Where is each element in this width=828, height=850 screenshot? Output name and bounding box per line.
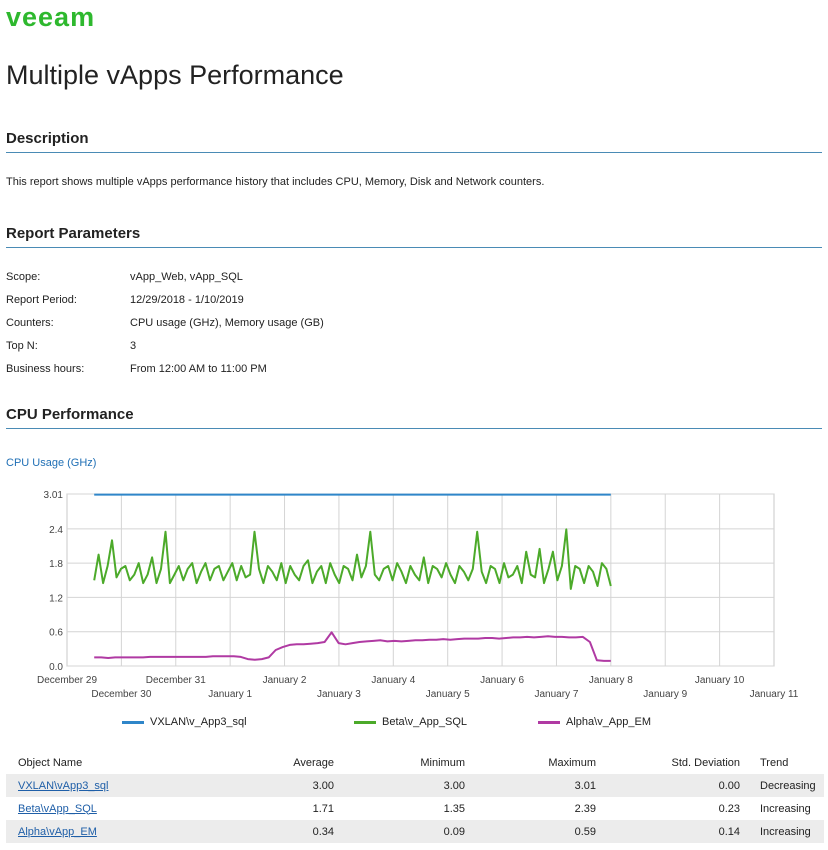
average-cell: 3.00 [226, 774, 342, 797]
maximum-cell: 3.01 [473, 774, 604, 797]
legend-swatch [538, 720, 560, 724]
object-link[interactable]: VXLAN\vApp3_sql [18, 779, 109, 792]
chart-title: CPU Usage (GHz) [6, 457, 97, 469]
column-header: Std. Deviation [671, 757, 740, 769]
table-header-row: Object Name Average Minimum Maximum Std.… [6, 752, 824, 774]
legend-swatch [122, 720, 144, 724]
veeam-logo: veeam [6, 2, 96, 32]
column-header: Maximum [548, 757, 596, 769]
object-name-cell: VXLAN\vApp3_sql [6, 774, 226, 797]
x-tick-label: January 11 [750, 689, 799, 700]
column-header: Trend [760, 757, 789, 769]
y-tick-label: 1.8 [49, 559, 63, 570]
object-link[interactable]: Beta\vApp_SQL [18, 802, 97, 815]
cpu-stats-table: Object Name Average Minimum Maximum Std.… [6, 752, 824, 843]
y-tick-label: 0.6 [49, 628, 63, 639]
x-tick-label: December 29 [37, 675, 97, 686]
legend-item-alpha: Alpha\v_App_EM [538, 716, 651, 728]
cpu-usage-chart: 3.01 2.4 1.8 1.2 0.6 0.0 December 29 December 3… [37, 490, 799, 700]
trend-cell: Decreasing [748, 774, 824, 797]
param-label: Report Period: [6, 294, 77, 306]
average-cell: 1.71 [312, 802, 334, 815]
average-cell: 0.34 [226, 820, 342, 843]
legend-label: Beta\v_App_SQL [382, 716, 468, 728]
param-value: vApp_Web, vApp_SQL [130, 271, 243, 283]
object-name-cell: Alpha\vApp_EM [6, 820, 226, 843]
param-value: 3 [130, 340, 137, 352]
table-row: Alpha\vApp_EM 0.34 0.09 0.59 0.14 Increa… [6, 820, 824, 843]
report-parameters-heading: Report Parameters [6, 225, 822, 248]
object-link[interactable]: Alpha\vApp_EM [18, 825, 97, 838]
minimum-cell: 0.09 [342, 820, 473, 843]
maximum-cell: 2.39 [574, 802, 596, 815]
x-tick-label: January 9 [643, 689, 687, 700]
param-label: Top N: [6, 340, 38, 352]
param-label: Scope: [6, 271, 41, 283]
param-value: CPU usage (GHz), Memory usage (GB) [130, 317, 324, 329]
object-name-cell: Beta\vApp_SQL [6, 797, 226, 820]
param-label: Counters: [6, 317, 54, 329]
std-cell: 0.00 [604, 774, 748, 797]
x-tick-label: January 6 [480, 675, 524, 686]
legend-item-beta: Beta\v_App_SQL [354, 716, 467, 728]
x-tick-label: December 31 [146, 675, 206, 686]
minimum-cell: 1.35 [443, 802, 465, 815]
description-text: This report shows multiple vApps perform… [6, 176, 545, 188]
maximum-cell: 0.59 [473, 820, 604, 843]
param-value: From 12:00 AM to 11:00 PM [130, 363, 267, 375]
std-cell: 0.14 [604, 820, 748, 843]
page-title: Multiple vApps Performance [6, 60, 344, 90]
x-tick-label: January 4 [371, 675, 415, 686]
x-tick-label: January 5 [426, 689, 470, 700]
plot-area [66, 493, 775, 667]
minimum-cell: 3.00 [342, 774, 473, 797]
y-tick-label: 3.01 [44, 490, 64, 501]
y-tick-label: 0.0 [49, 662, 63, 673]
y-tick-label: 2.4 [49, 525, 63, 536]
legend-label: VXLAN\v_App3_sql [150, 716, 247, 728]
column-header: Minimum [420, 757, 465, 769]
cpu-performance-heading: CPU Performance [6, 406, 822, 429]
series-line [94, 631, 611, 662]
y-tick-label: 1.2 [49, 593, 63, 604]
legend-item-vxlan: VXLAN\v_App3_sql [122, 716, 247, 728]
series-line [93, 528, 612, 590]
table-row: VXLAN\vApp3_sql 3.00 3.00 3.01 0.00 Decr… [6, 774, 824, 797]
param-label: Business hours: [6, 363, 85, 375]
legend-label: Alpha\v_App_EM [566, 716, 651, 728]
param-value: 12/29/2018 - 1/10/2019 [130, 294, 244, 306]
x-tick-label: January 8 [589, 675, 633, 686]
trend-cell: Increasing [760, 802, 811, 815]
x-tick-label: January 10 [695, 675, 745, 686]
x-tick-label: January 3 [317, 689, 361, 700]
table-row: Beta\vApp_SQL 1.71 1.35 2.39 0.23 Increa… [6, 797, 824, 820]
x-tick-label: January 1 [208, 689, 252, 700]
column-header: Object Name [18, 757, 83, 769]
x-tick-label: December 30 [91, 689, 151, 700]
legend-swatch [354, 720, 376, 724]
description-heading: Description [6, 130, 822, 153]
std-cell: 0.23 [718, 802, 740, 815]
trend-cell: Increasing [748, 820, 824, 843]
column-header: Average [293, 757, 334, 769]
x-tick-label: January 2 [263, 675, 307, 686]
x-tick-label: January 7 [535, 689, 579, 700]
